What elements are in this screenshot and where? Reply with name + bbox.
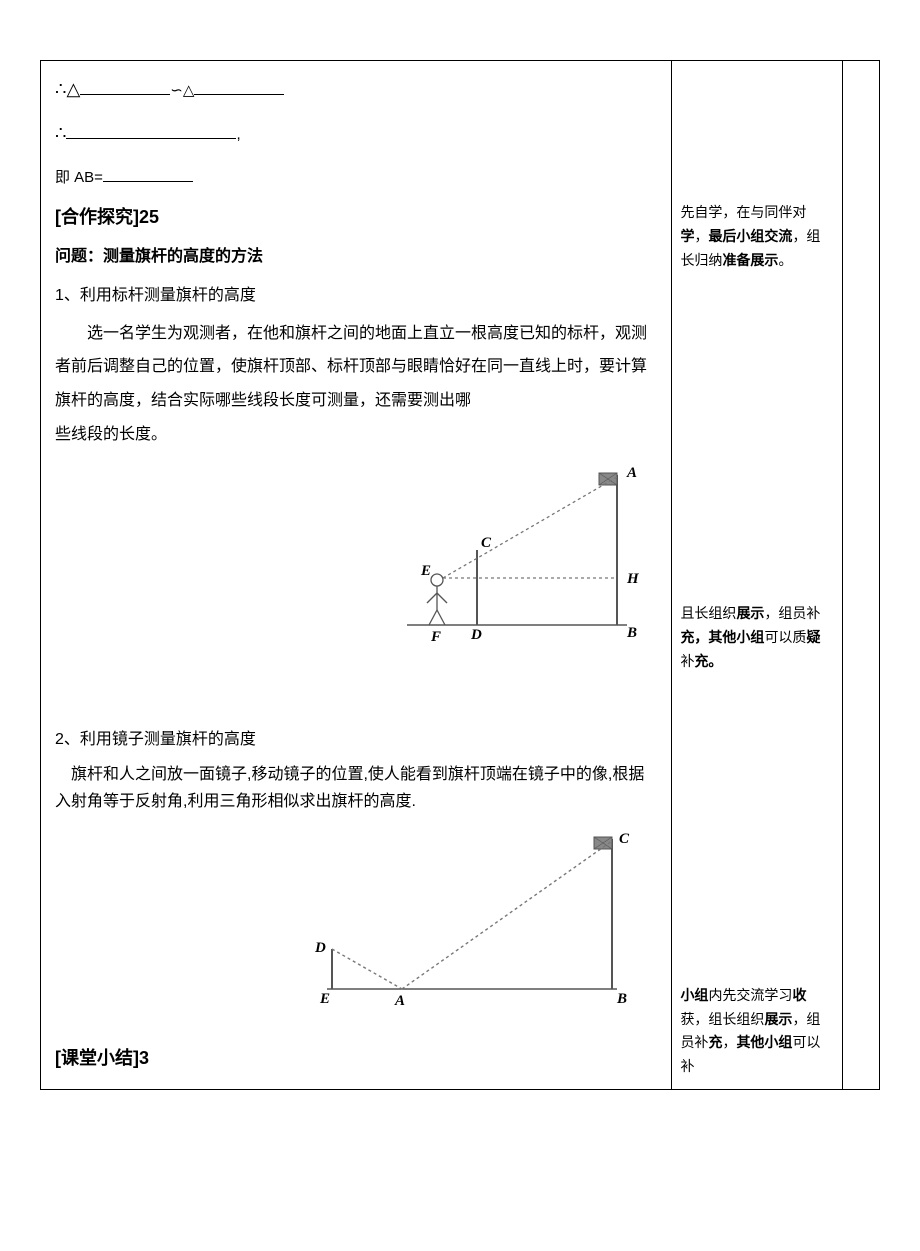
blank-3 xyxy=(66,124,236,139)
side-column: 先自学，在与同伴对学，最后小组交流，组长归纳准备展示。 且长组织展示，组员补充，… xyxy=(672,61,842,1090)
layout-table: ∴△ ∽△ ∴, 即 AB= [合作探究]25 问题：测量旗杆的高度的方法 1、利… xyxy=(40,60,880,1090)
svg-text:C: C xyxy=(619,831,630,847)
svg-text:D: D xyxy=(470,627,482,643)
section-cooperate-heading: [合作探究]25 xyxy=(55,201,657,233)
item2-paragraph: 旗杆和人之间放一面镜子,移动镜子的位置,使人能看到旗杆顶端在镜子中的像,根据入射… xyxy=(55,761,657,815)
edge-column xyxy=(842,61,879,1090)
side-note-3: 小组内先交流学习收获，组长组织展示，组员补充，其他小组可以补 xyxy=(680,984,833,1079)
math-line-3: 即 AB= xyxy=(55,164,657,191)
svg-text:F: F xyxy=(430,629,441,645)
svg-text:D: D xyxy=(314,940,326,956)
math-line-1: ∴△ ∽△ xyxy=(55,73,657,105)
side-note-1: 先自学，在与同伴对学，最后小组交流，组长归纳准备展示。 xyxy=(680,201,833,272)
svg-text:B: B xyxy=(616,991,627,1007)
blank-2 xyxy=(194,80,284,95)
svg-text:A: A xyxy=(626,465,637,481)
main-column: ∴△ ∽△ ∴, 即 AB= [合作探究]25 问题：测量旗杆的高度的方法 1、利… xyxy=(41,61,672,1090)
item1-heading: 1、利用标杆测量旗杆的高度 xyxy=(55,282,657,311)
triangle-symbol: △ xyxy=(183,82,195,99)
question-title: 问题：测量旗杆的高度的方法 xyxy=(55,243,657,272)
therefore-2: ∴ xyxy=(55,123,66,143)
svg-text:H: H xyxy=(626,571,640,587)
svg-text:B: B xyxy=(626,625,637,641)
svg-text:A: A xyxy=(394,993,405,1009)
diagram-1: A H B C D E F xyxy=(55,455,657,664)
math-line-2: ∴, xyxy=(55,117,657,149)
side-note-2: 且长组织展示，组员补充，其他小组可以质疑补充。 xyxy=(680,602,833,673)
diagram-2: D E A B C xyxy=(55,819,657,1028)
svg-text:C: C xyxy=(481,535,492,551)
svg-text:E: E xyxy=(420,563,431,579)
blank-4 xyxy=(103,167,193,182)
item1-hang: 些线段的长度。 xyxy=(55,418,657,452)
ab-equals: 即 AB= xyxy=(55,169,103,186)
item1-paragraph: 选一名学生为观测者，在他和旗杆之间的地面上直立一根高度已知的标杆，观测者前后调整… xyxy=(55,317,657,418)
therefore-1: ∴△ xyxy=(55,79,80,99)
svg-text:E: E xyxy=(319,991,330,1007)
similar-symbol: ∽ xyxy=(170,82,183,99)
section-summary-heading: [课堂小结]3 xyxy=(55,1042,657,1074)
item2-heading: 2、利用镜子测量旗杆的高度 xyxy=(55,726,657,755)
blank-1 xyxy=(80,80,170,95)
